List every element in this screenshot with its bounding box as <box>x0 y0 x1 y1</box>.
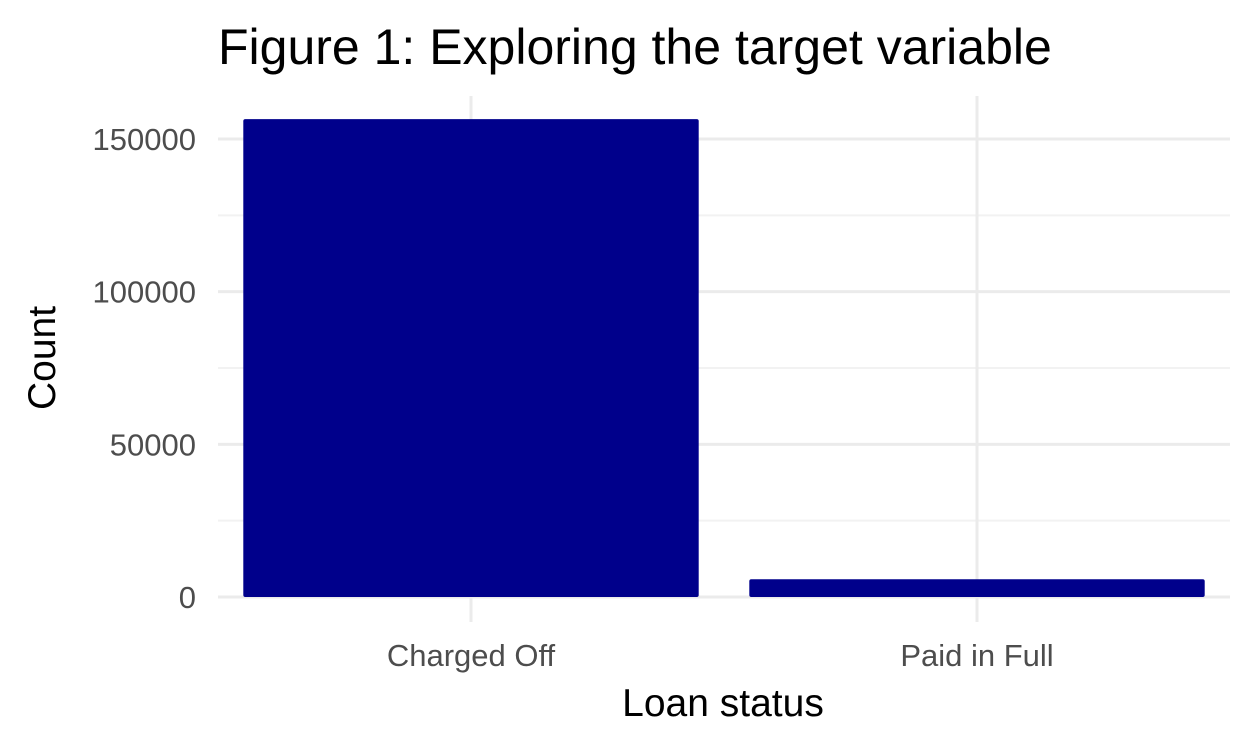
x-axis-ticks: Charged Off Paid in Full <box>387 638 1054 673</box>
x-tick-label: Charged Off <box>387 638 556 673</box>
bars <box>243 119 1205 598</box>
bar-charged-off <box>243 119 699 598</box>
x-tick-label: Paid in Full <box>900 638 1053 673</box>
y-tick-label: 150000 <box>93 122 196 157</box>
y-tick-label: 50000 <box>110 427 196 462</box>
y-tick-label: 0 <box>179 580 196 615</box>
bar-paid-in-full <box>749 579 1205 597</box>
chart-title: Figure 1: Exploring the target variable <box>218 19 1052 75</box>
y-tick-label: 100000 <box>93 275 196 310</box>
y-axis-title: Count <box>21 306 64 410</box>
y-axis-ticks: 0 50000 100000 150000 <box>93 122 196 615</box>
x-axis-title: Loan status <box>622 682 824 725</box>
